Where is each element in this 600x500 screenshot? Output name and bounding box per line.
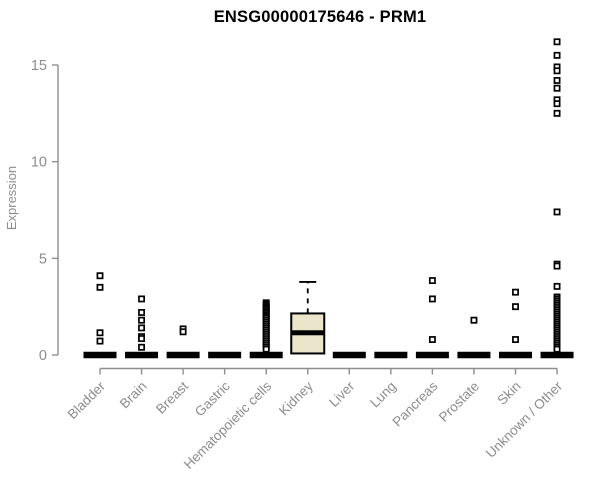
category-label: Liver bbox=[326, 378, 358, 410]
outlier-point-brain bbox=[138, 343, 145, 351]
category-label: Skin bbox=[494, 379, 523, 408]
outlier-point-unknown-other bbox=[553, 109, 561, 117]
outlier-point-unknown-other bbox=[553, 67, 561, 75]
median-line-breast bbox=[166, 351, 200, 359]
outlier-point-pancreas bbox=[428, 295, 436, 303]
category-label: Pancreas bbox=[390, 378, 441, 429]
outlier-point-skin bbox=[512, 303, 519, 311]
outlier-point-skin bbox=[512, 288, 519, 296]
median-line-brain bbox=[125, 351, 159, 359]
outlier-point-skin bbox=[512, 336, 519, 343]
outlier-point-unknown-other bbox=[553, 77, 561, 84]
outlier-point-brain bbox=[138, 335, 145, 343]
median-line-pancreas bbox=[415, 351, 449, 359]
median-line-kidney bbox=[291, 330, 325, 336]
category-label: Unknown / Other bbox=[483, 378, 566, 461]
outlier-point-brain bbox=[138, 309, 145, 316]
outlier-point-pancreas bbox=[428, 277, 436, 285]
outlier-point-unknown-other bbox=[553, 208, 561, 216]
median-line-liver bbox=[332, 351, 366, 359]
median-line-lung bbox=[374, 351, 408, 359]
outlier-point-prostate bbox=[470, 316, 478, 324]
median-line-prostate bbox=[457, 351, 491, 359]
category-label: Kidney bbox=[276, 378, 316, 418]
outlier-point-unknown-other bbox=[553, 84, 561, 92]
y-tick-label: 5 bbox=[39, 251, 47, 267]
category-label: Breast bbox=[153, 378, 191, 416]
category-label: Gastric bbox=[192, 378, 233, 419]
category-label: Prostate bbox=[436, 379, 482, 425]
y-tick-label: 10 bbox=[31, 155, 47, 171]
outlier-point-brain bbox=[138, 324, 145, 332]
category-label: Lung bbox=[367, 379, 399, 411]
median-line-hematopoietic-cells bbox=[249, 351, 283, 359]
median-line-bladder bbox=[83, 351, 117, 359]
outlier-point-brain bbox=[138, 316, 145, 324]
outlier-point-unknown-other bbox=[553, 262, 561, 270]
outlier-point-hematopoietic-cells bbox=[262, 345, 270, 353]
y-tick-label: 0 bbox=[39, 348, 47, 364]
outlier-point-bladder bbox=[96, 283, 104, 291]
category-label: Brain bbox=[117, 379, 150, 412]
outlier-point-bladder bbox=[96, 272, 104, 280]
category-label: Bladder bbox=[65, 378, 109, 422]
outlier-point-pancreas bbox=[428, 336, 436, 343]
outlier-point-unknown-other bbox=[553, 345, 561, 353]
outlier-point-unknown-other bbox=[553, 51, 561, 59]
outlier-point-breast bbox=[179, 328, 187, 336]
y-tick-label: 15 bbox=[31, 58, 47, 74]
outlier-point-brain bbox=[138, 295, 145, 303]
median-line-gastric bbox=[208, 351, 242, 359]
median-line-unknown-other bbox=[540, 351, 574, 359]
chart-title: ENSG00000175646 - PRM1 bbox=[213, 8, 427, 26]
median-line-skin bbox=[499, 351, 532, 359]
outlier-point-bladder bbox=[96, 337, 104, 345]
outlier-point-unknown-other bbox=[553, 282, 561, 290]
outlier-point-bladder bbox=[96, 329, 104, 337]
outlier-point-unknown-other bbox=[553, 100, 561, 108]
outlier-point-unknown-other bbox=[553, 38, 561, 46]
y-axis-title: Expression bbox=[4, 166, 19, 230]
